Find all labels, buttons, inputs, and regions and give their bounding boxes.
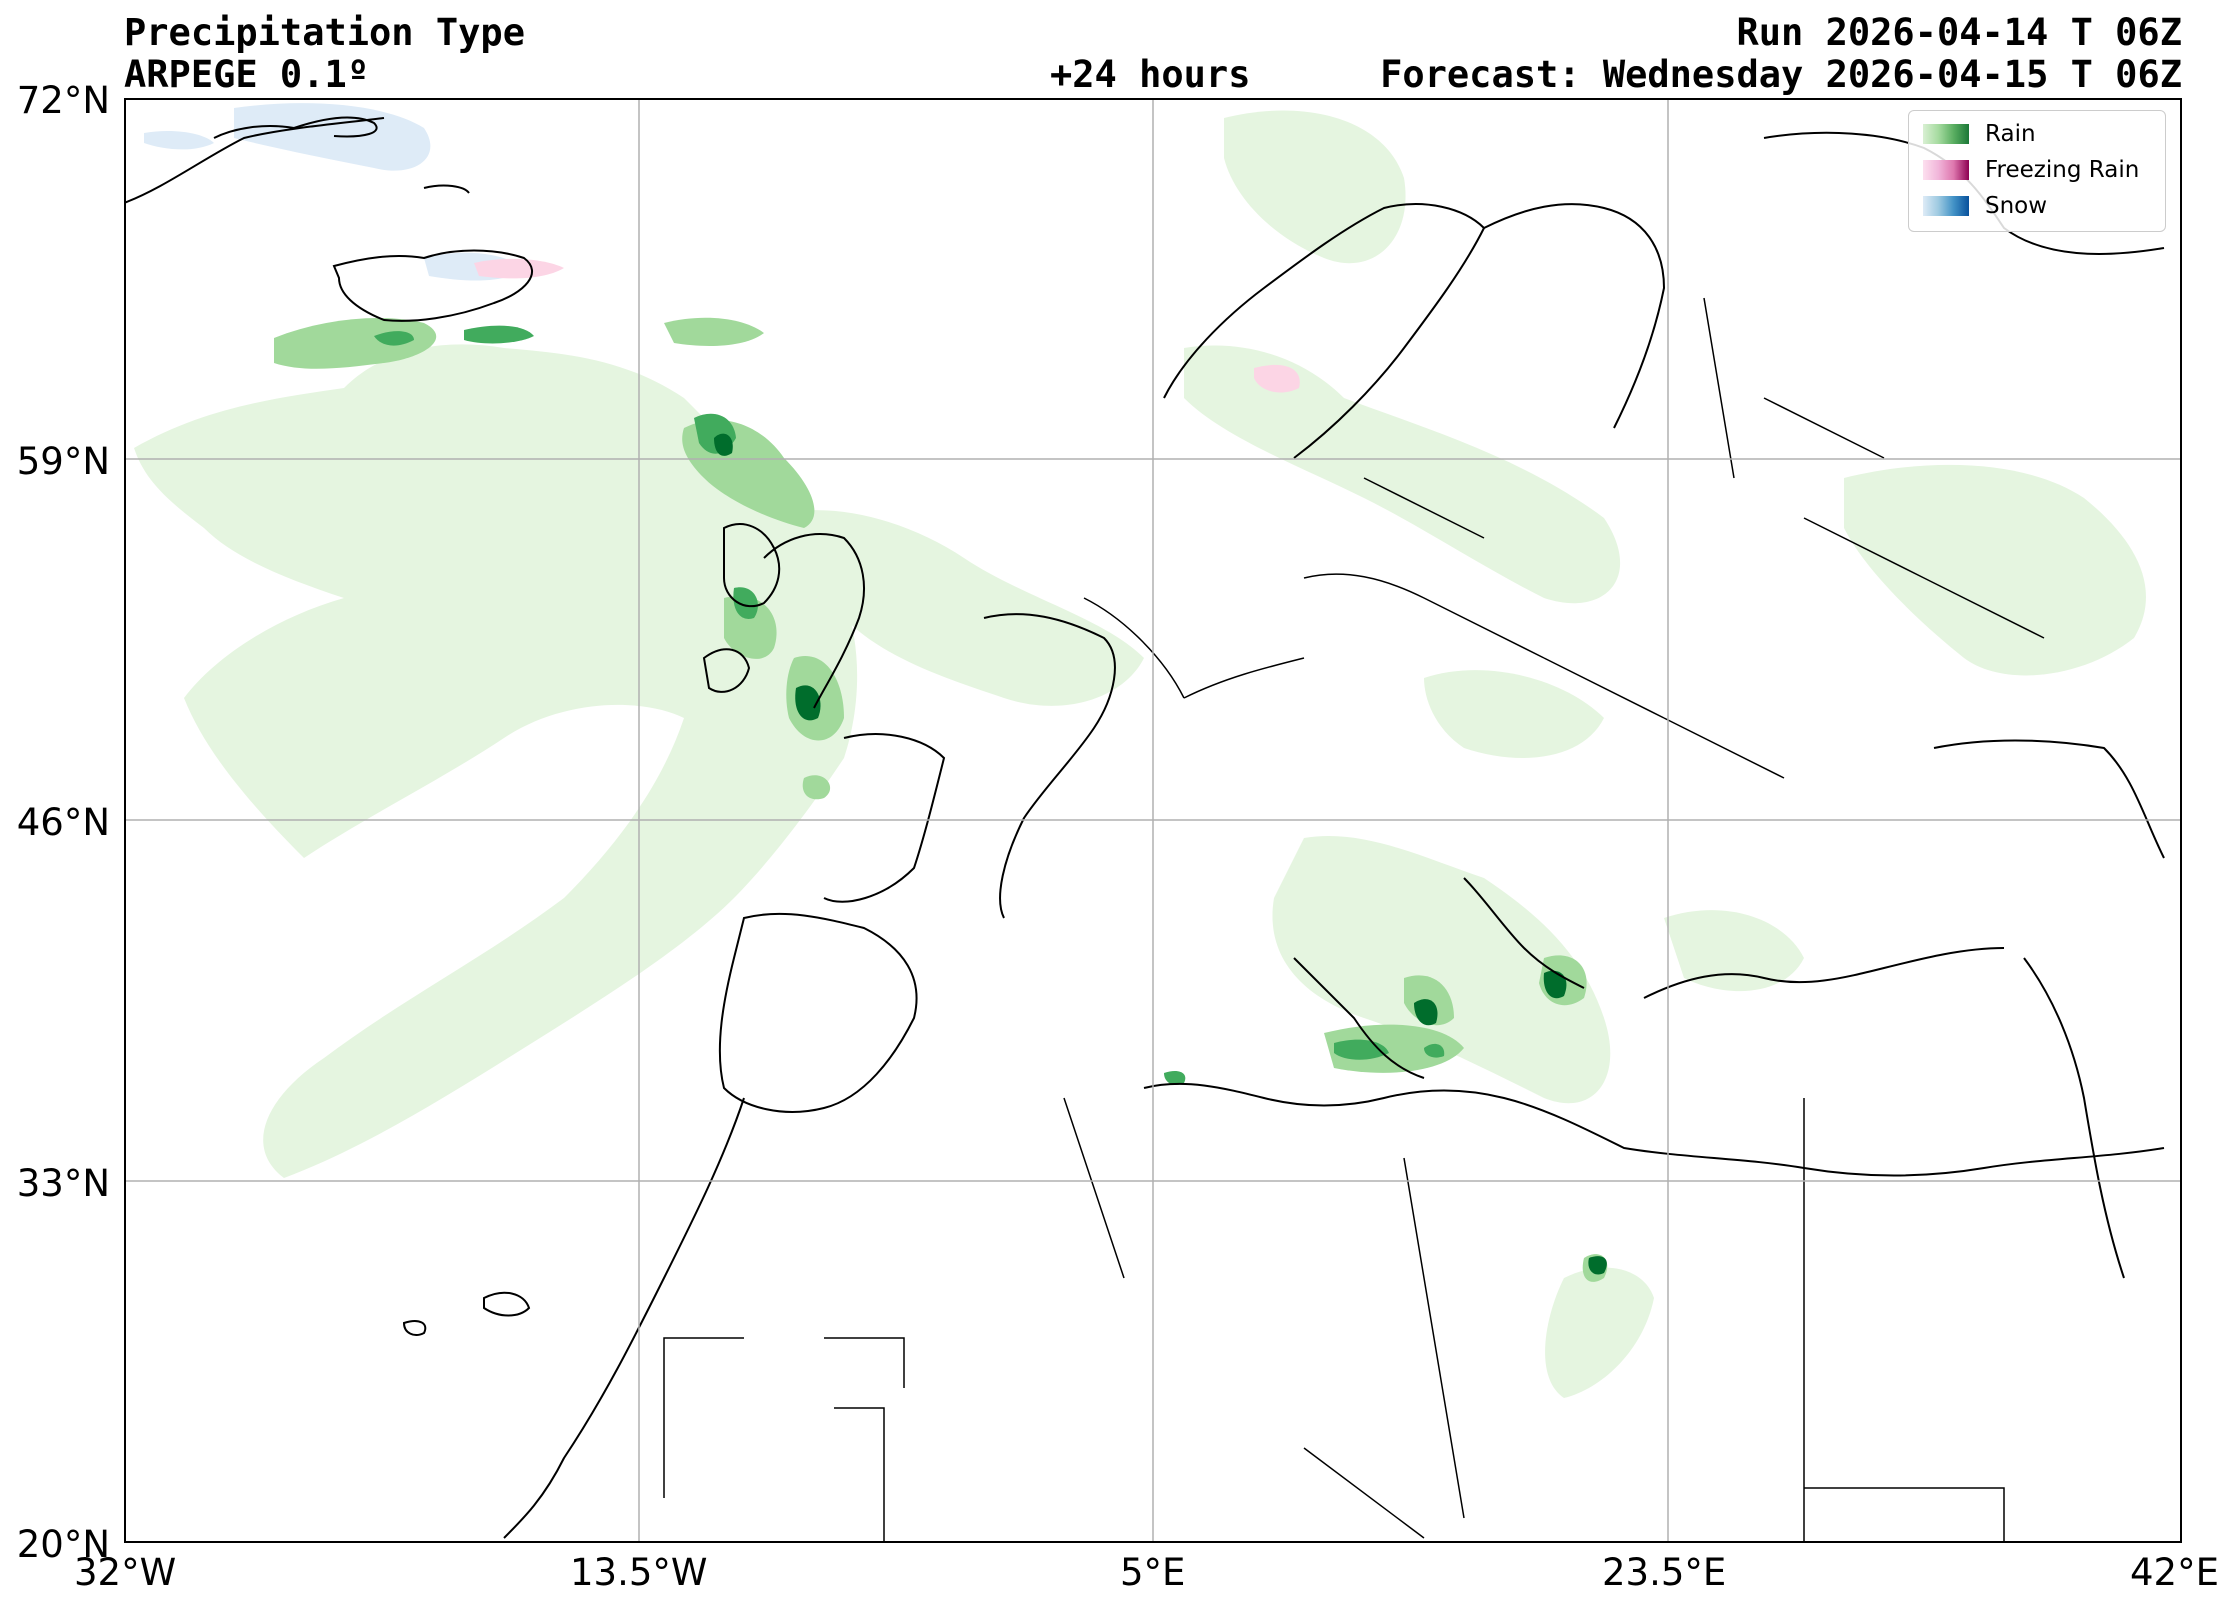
model-label: ARPEGE 0.1º: [124, 53, 370, 96]
country-borders: [663, 297, 2045, 1543]
rain-heavy-cores: [374, 325, 1607, 1275]
lead-time-label: +24 hours: [1050, 53, 1251, 96]
lon-tick-23-5e: 23.5°E: [1602, 1551, 1727, 1594]
legend-swatch-freezing-rain: [1923, 160, 1969, 180]
run-label: Run 2026-04-14 T 06Z: [1736, 11, 2182, 54]
legend: Rain Freezing Rain Snow: [1908, 110, 2166, 232]
legend-label-rain: Rain: [1985, 121, 2036, 147]
lon-tick-13-5w: 13.5°W: [570, 1551, 708, 1594]
rain-light-fields: [134, 110, 2146, 1398]
forecast-label: Forecast: Wednesday 2026-04-15 T 06Z: [1380, 53, 2182, 96]
lat-tick-20: 20°N: [16, 1523, 110, 1566]
map-frame: [124, 98, 2182, 1543]
lon-tick-32w: 32°W: [74, 1551, 177, 1594]
legend-label-snow: Snow: [1985, 193, 2048, 219]
lat-tick-46: 46°N: [16, 801, 110, 844]
lon-tick-42e: 42°E: [2130, 1551, 2219, 1594]
freezing-rain-fields: [474, 258, 1300, 393]
graticule: [124, 98, 2182, 1543]
lon-tick-5e: 5°E: [1120, 1551, 1186, 1594]
legend-item-rain: Rain: [1923, 121, 2036, 147]
legend-item-freezing-rain: Freezing Rain: [1923, 157, 2140, 183]
legend-swatch-snow: [1923, 196, 1969, 216]
lat-tick-33: 33°N: [16, 1162, 110, 1205]
coastlines: [124, 116, 2165, 1539]
legend-item-snow: Snow: [1923, 193, 2048, 219]
map-canvas: [124, 98, 2182, 1543]
map-panel[interactable]: [124, 98, 2182, 1543]
legend-label-freezing-rain: Freezing Rain: [1985, 157, 2140, 183]
legend-swatch-rain: [1923, 124, 1969, 144]
map-title: Precipitation Type: [124, 11, 525, 54]
lat-tick-59: 59°N: [16, 440, 110, 483]
lat-tick-72: 72°N: [16, 79, 110, 122]
